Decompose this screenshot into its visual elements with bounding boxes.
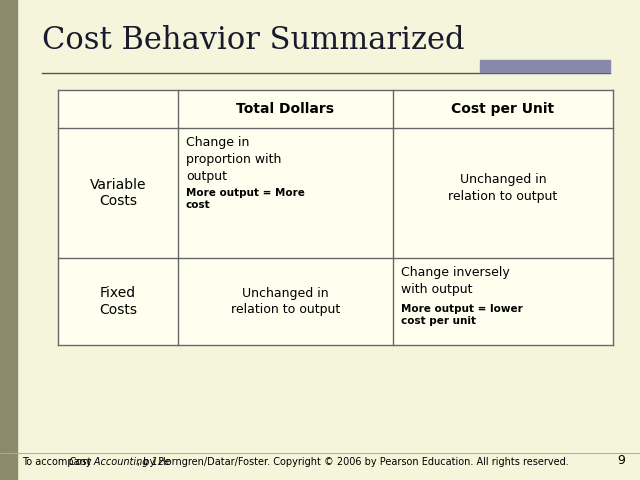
Bar: [58, 90, 613, 345]
Text: More output = More
cost: More output = More cost: [186, 188, 305, 210]
Text: More output = lower
cost per unit: More output = lower cost per unit: [401, 304, 523, 326]
Text: Fixed
Costs: Fixed Costs: [99, 287, 137, 317]
Text: Change inversely
with output: Change inversely with output: [401, 266, 509, 296]
Text: Unchanged in
relation to output: Unchanged in relation to output: [449, 173, 557, 203]
Text: , by Horngren/Datar/Foster. Copyright © 2006 by Pearson Education. All rights re: , by Horngren/Datar/Foster. Copyright © …: [137, 457, 569, 467]
Bar: [480, 60, 610, 72]
Text: Variable
Costs: Variable Costs: [90, 178, 147, 208]
Text: To accompany: To accompany: [22, 457, 95, 467]
Text: Unchanged in
relation to output: Unchanged in relation to output: [231, 287, 340, 316]
Text: 9: 9: [617, 454, 625, 467]
Text: Total Dollars: Total Dollars: [237, 102, 335, 116]
Bar: [0, 0, 17, 480]
Text: Change in
proportion with
output: Change in proportion with output: [186, 136, 282, 183]
Text: Cost per Unit: Cost per Unit: [451, 102, 555, 116]
Text: Cost Behavior Summarized: Cost Behavior Summarized: [42, 25, 465, 56]
Text: Cost Accounting 12e: Cost Accounting 12e: [69, 457, 170, 467]
